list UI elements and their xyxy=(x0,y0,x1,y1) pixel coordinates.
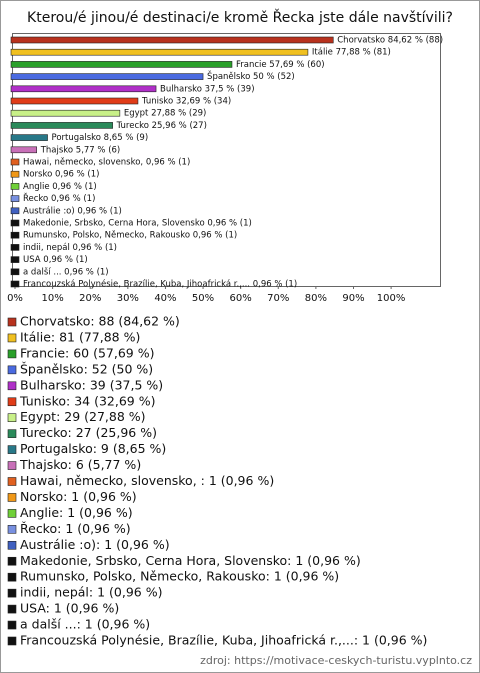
legend-swatch xyxy=(7,525,17,534)
bar-label: Makedonie, Srbsko, Cerna Hora, Slovensko… xyxy=(23,219,252,229)
bar xyxy=(10,183,20,190)
legend-swatch xyxy=(7,445,17,454)
bar-label: Turecko 25,96 % (27) xyxy=(116,121,207,131)
bar-label: Portugalsko 8,65 % (9) xyxy=(52,133,149,143)
bar-label: Egypt 27,88 % (29) xyxy=(124,109,206,119)
legend-swatch xyxy=(7,540,17,550)
x-tick-label: 30% xyxy=(117,293,139,304)
legend-swatch xyxy=(7,620,17,630)
bar xyxy=(10,207,20,215)
bar xyxy=(10,97,139,105)
legend-label: Anglie: 1 (0,96 %) xyxy=(20,505,133,520)
bar xyxy=(10,231,20,239)
legend-label: Thajsko: 6 (5,77 %) xyxy=(19,457,141,472)
bar xyxy=(10,61,233,68)
x-tick-label: 70% xyxy=(267,293,289,304)
legend-label: Španělsko: 52 (50 %) xyxy=(20,361,153,376)
bar xyxy=(10,195,20,202)
bar xyxy=(10,170,20,178)
bar-label: Hawai, německo, slovensko, 0,96 % (1) xyxy=(23,158,190,168)
bar xyxy=(10,122,113,129)
bar-label: Francie 57,69 % (60) xyxy=(236,60,325,70)
source: zdroj: https://motivace-ceskych-turistu.… xyxy=(200,654,472,667)
x-tick-label: 90% xyxy=(342,293,364,304)
x-tick-label: 80% xyxy=(305,293,327,304)
x-tick-label: 10% xyxy=(41,293,63,304)
bar xyxy=(10,219,20,227)
bar-label: indii, nepál 0,96 % (1) xyxy=(23,243,117,253)
legend-swatch xyxy=(7,604,17,614)
bar-label: Francouzská Polynésie, Brazílie, Kuba, J… xyxy=(23,279,297,290)
legend-label: Portugalsko: 9 (8,65 %) xyxy=(20,441,166,456)
bar xyxy=(10,256,20,263)
legend-label: Norsko: 1 (0,96 %) xyxy=(20,489,137,504)
legend-label: Makedonie, Srbsko, Cerna Hora, Slovensko… xyxy=(20,553,361,568)
legend-swatch xyxy=(7,556,17,566)
bar xyxy=(10,36,334,44)
legend-label: Bulharsko: 39 (37,5 %) xyxy=(20,377,163,392)
bar-label: USA 0,96 % (1) xyxy=(23,255,88,265)
legend-swatch xyxy=(7,413,17,423)
bar xyxy=(10,48,309,56)
x-tick-label: 20% xyxy=(79,293,101,304)
bar-label: Anglie 0,96 % (1) xyxy=(23,182,97,192)
legend-swatch xyxy=(7,317,17,327)
chart-title: Kterou/é jinou/é destinaci/e kromě Řecka… xyxy=(27,9,453,26)
legend-label: Řecko: 1 (0,96 %) xyxy=(20,521,131,536)
bar xyxy=(10,280,20,288)
x-tick-label: 100% xyxy=(377,293,406,304)
x-tick-label: 40% xyxy=(154,293,176,304)
bar xyxy=(10,73,204,80)
legend-swatch xyxy=(7,349,17,359)
bar-label: a další ... 0,96 % (1) xyxy=(23,266,109,277)
bar-label: Rumunsko, Polsko, Německo, Rakousko 0,96… xyxy=(23,231,237,241)
legend-swatch xyxy=(7,572,17,582)
bar xyxy=(10,268,20,276)
legend-label: Hawai, německo, slovensko, : 1 (0,96 %) xyxy=(20,473,274,488)
legend-swatch xyxy=(7,509,17,518)
bar xyxy=(10,109,121,117)
bar-label: Austrálie :o) 0,96 % (1) xyxy=(23,206,122,216)
bar-label: Španělsko 50 % (52) xyxy=(207,70,295,82)
legend-label: USA: 1 (0,96 %) xyxy=(20,601,119,616)
bar xyxy=(10,134,48,141)
legend-label: Turecko: 27 (25,96 %) xyxy=(19,425,157,440)
legend-label: Itálie: 81 (77,88 %) xyxy=(20,329,140,344)
legend-swatch xyxy=(7,493,17,502)
legend-label: Austrálie :o): 1 (0,96 %) xyxy=(20,537,170,552)
legend-swatch xyxy=(7,381,17,391)
legend-label: indii, nepál: 1 (0,96 %) xyxy=(20,585,162,600)
bar-label: Itálie 77,88 % (81) xyxy=(312,48,391,58)
x-tick-label: 0% xyxy=(7,293,23,304)
legend-swatch xyxy=(7,588,17,598)
legend-swatch xyxy=(7,397,17,407)
x-tick-label: 50% xyxy=(192,293,214,304)
bar-label: Řecko 0,96 % (1) xyxy=(23,193,95,204)
legend-label: Chorvatsko: 88 (84,62 %) xyxy=(20,314,180,329)
legend-swatch xyxy=(7,636,17,646)
bar-label: Tunisko 32,69 % (34) xyxy=(141,97,231,107)
bar xyxy=(10,146,38,154)
legend-swatch xyxy=(7,477,17,486)
legend-swatch xyxy=(7,333,17,343)
legend-swatch xyxy=(7,365,17,375)
legend-label: Tunisko: 34 (32,69 %) xyxy=(19,393,155,408)
legend-label: a další ...: 1 (0,96 %) xyxy=(20,617,150,632)
legend-swatch xyxy=(7,429,17,438)
bar xyxy=(10,244,20,251)
bar xyxy=(10,158,20,166)
bar-label: Chorvatsko 84,62 % (88) xyxy=(337,36,443,46)
x-tick-label: 60% xyxy=(230,293,252,304)
bar-label: Thajsko 5,77 % (6) xyxy=(40,145,121,155)
legend-label: Francie: 60 (57,69 %) xyxy=(20,345,155,360)
bar xyxy=(10,85,157,93)
bar-label: Bulharsko 37,5 % (39) xyxy=(160,84,254,94)
legend-label: Rumunsko, Polsko, Německo, Rakousko: 1 (… xyxy=(20,569,339,584)
bar-label: Norsko 0,96 % (1) xyxy=(23,170,99,180)
legend-label: Egypt: 29 (27,88 %) xyxy=(20,409,146,424)
legend-swatch xyxy=(7,461,17,470)
legend-label: Francouzská Polynésie, Brazílie, Kuba, J… xyxy=(20,633,427,648)
